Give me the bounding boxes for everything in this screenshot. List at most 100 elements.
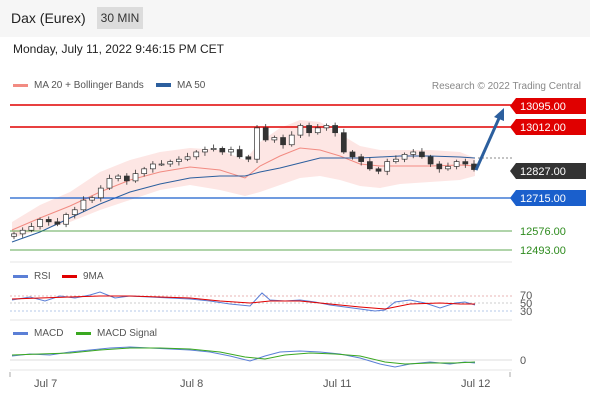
macd-zero-label: 0	[520, 355, 526, 367]
rsi-label: RSI	[34, 271, 51, 282]
candle-body	[297, 125, 304, 136]
header-bar: Dax (Eurex) 30 MIN	[0, 0, 590, 37]
ma9-label: 9MA	[83, 271, 104, 282]
price-tag-12827-text: 12827.00	[520, 166, 566, 178]
candle-body	[410, 151, 417, 155]
candle-body	[106, 178, 113, 189]
candle-body	[89, 197, 95, 201]
candle-body	[419, 151, 425, 158]
rsi-9ma-line	[11, 295, 475, 310]
x-label-jul8: Jul 8	[180, 378, 203, 390]
candle-body	[332, 125, 338, 134]
legend-ma50: MA 50	[156, 80, 205, 91]
candle-body	[28, 226, 35, 231]
candle-body	[184, 156, 191, 160]
price-tag-12715: 12715.00	[510, 190, 586, 206]
price-label-12576: 12576.00	[520, 226, 566, 238]
candle-body	[63, 214, 69, 225]
candle-body	[115, 175, 122, 179]
ma20-line	[11, 147, 476, 231]
candle-body	[358, 156, 365, 162]
candle-body	[288, 134, 295, 146]
price-tag-12827: 12827.00	[510, 163, 586, 179]
legend-9ma: 9MA	[62, 271, 104, 282]
price-tag-12715-text: 12715.00	[520, 193, 566, 205]
candle-body	[401, 154, 408, 160]
candle-body	[19, 229, 26, 235]
rsi-level-50-label: 50	[520, 298, 532, 310]
timeframe-button[interactable]: 30 MIN	[97, 7, 143, 29]
ma50-label: MA 50	[177, 80, 206, 91]
ma20-label: MA 20 + Bollinger Bands	[34, 80, 144, 91]
instrument-title: Dax (Eurex)	[11, 10, 86, 26]
legend-ma20: MA 20 + Bollinger Bands	[13, 80, 144, 91]
ma50-line	[11, 155, 476, 243]
rsi-line	[11, 291, 476, 312]
candle-body	[123, 175, 130, 182]
candle-body	[71, 209, 78, 215]
candlesticks	[11, 122, 477, 240]
candle-body	[97, 187, 104, 199]
macd-signal-label: MACD Signal	[97, 328, 158, 339]
macd-signal-swatch	[76, 331, 91, 335]
rsi-swatch	[13, 274, 28, 278]
candle-body	[193, 151, 200, 158]
rsi-level-30-label: 30	[520, 306, 532, 318]
candle-body	[462, 161, 469, 165]
timestamp: Monday, July 11, 2022 9:46:15 PM CET	[13, 42, 225, 56]
candle-body	[340, 132, 347, 153]
candle-body	[158, 163, 165, 166]
target-arrow-shaft	[474, 115, 502, 171]
candle-body	[132, 173, 139, 182]
candle-body	[436, 163, 443, 170]
legend-macd: MACD	[13, 328, 63, 339]
x-label-jul7: Jul 7	[34, 378, 57, 390]
candle-body	[314, 127, 321, 134]
candle-body	[393, 158, 399, 162]
candle-body	[445, 166, 451, 170]
candle-body	[80, 199, 87, 211]
legend-rsi: RSI	[13, 271, 51, 282]
price-tag-13095: 13095.00	[510, 98, 586, 114]
macd-signal-line	[11, 347, 476, 365]
candle-body	[427, 156, 434, 165]
rsi-level-70-label: 70	[520, 290, 532, 302]
candle-body	[280, 137, 286, 146]
candle-body	[236, 149, 243, 158]
price-tag-13095-text: 13095.00	[520, 101, 566, 113]
macd-label: MACD	[34, 328, 64, 339]
candle-body	[384, 161, 391, 172]
candle-body	[254, 127, 260, 160]
candle-body	[228, 149, 234, 153]
ma20-swatch	[13, 83, 28, 87]
candle-body	[11, 233, 17, 237]
price-tag-13012: 13012.00	[510, 119, 586, 135]
candle-body	[141, 168, 148, 174]
price-tag-13012-text: 13012.00	[520, 122, 566, 134]
candle-body	[210, 148, 217, 150]
ma9-swatch	[62, 274, 77, 278]
candle-body	[245, 156, 252, 160]
candle-body	[349, 151, 356, 158]
candle-body	[262, 127, 269, 141]
candle-body	[271, 137, 278, 141]
x-label-jul12: Jul 12	[461, 378, 490, 390]
candle-body	[45, 219, 52, 223]
candle-body	[150, 163, 156, 170]
candle-body	[37, 219, 43, 227]
candle-body	[54, 221, 61, 225]
candle-body	[306, 125, 312, 134]
bollinger-band	[12, 120, 475, 238]
credit-text: Research © 2022 Trading Central	[431, 81, 581, 92]
candle-body	[176, 158, 182, 162]
candle-body	[219, 148, 226, 153]
candle-body	[323, 125, 330, 129]
candle-body	[202, 149, 208, 153]
ma50-swatch	[156, 83, 171, 88]
macd-swatch	[13, 331, 28, 335]
price-label-12493: 12493.00	[520, 245, 566, 257]
x-label-jul11: Jul 11	[323, 378, 352, 390]
candle-body	[366, 161, 373, 170]
candle-body	[453, 161, 460, 167]
